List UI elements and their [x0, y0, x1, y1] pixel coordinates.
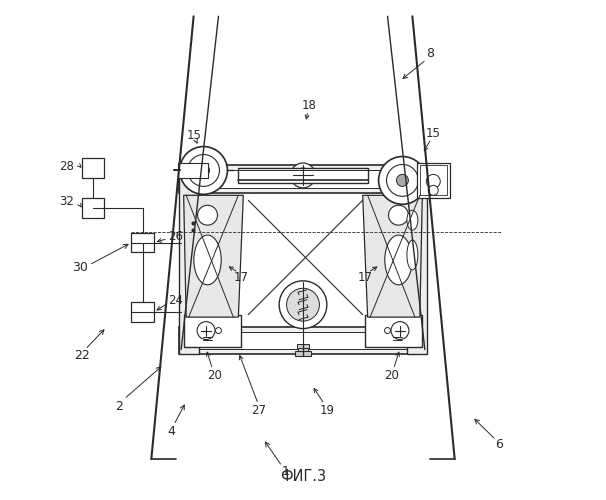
- Bar: [407, 166, 427, 354]
- Text: 24: 24: [168, 294, 183, 307]
- Text: 15: 15: [186, 129, 201, 142]
- Bar: [298, 348, 308, 352]
- Polygon shape: [362, 196, 422, 317]
- Bar: [178, 163, 207, 178]
- Text: 2: 2: [115, 400, 123, 413]
- Bar: [186, 170, 420, 188]
- Circle shape: [391, 322, 409, 340]
- Bar: [179, 166, 427, 193]
- Text: 15: 15: [426, 126, 441, 140]
- Bar: [179, 166, 199, 354]
- Text: 17: 17: [358, 271, 373, 284]
- Circle shape: [197, 322, 215, 340]
- Text: 8: 8: [426, 47, 434, 60]
- Ellipse shape: [194, 235, 221, 285]
- Circle shape: [287, 288, 319, 321]
- Circle shape: [279, 281, 327, 328]
- Ellipse shape: [198, 205, 218, 225]
- Circle shape: [198, 164, 210, 176]
- Text: 28: 28: [59, 160, 75, 173]
- Circle shape: [188, 154, 219, 186]
- Bar: [82, 198, 104, 218]
- Bar: [132, 232, 154, 252]
- Ellipse shape: [388, 205, 408, 225]
- Text: 6: 6: [496, 438, 504, 452]
- Ellipse shape: [407, 240, 418, 270]
- Text: 4: 4: [167, 425, 175, 438]
- Text: 32: 32: [59, 195, 75, 208]
- Bar: [296, 344, 310, 350]
- Text: 27: 27: [251, 404, 266, 416]
- Circle shape: [290, 163, 316, 188]
- Text: 30: 30: [72, 261, 88, 274]
- Text: 20: 20: [384, 369, 399, 382]
- Bar: [238, 168, 368, 183]
- Text: 22: 22: [74, 349, 90, 362]
- Text: 26: 26: [168, 230, 183, 242]
- Bar: [82, 158, 104, 178]
- Text: 1: 1: [282, 465, 290, 478]
- Bar: [132, 302, 154, 322]
- Circle shape: [379, 156, 426, 204]
- Text: 20: 20: [207, 369, 222, 382]
- Circle shape: [428, 186, 438, 196]
- Circle shape: [396, 174, 408, 186]
- Bar: [184, 314, 241, 347]
- Text: 19: 19: [319, 404, 335, 416]
- Text: ФИГ.3: ФИГ.3: [280, 468, 326, 483]
- Circle shape: [296, 168, 310, 183]
- Ellipse shape: [407, 210, 418, 230]
- Ellipse shape: [385, 235, 412, 285]
- Circle shape: [426, 174, 440, 188]
- Bar: [365, 314, 422, 347]
- Bar: [418, 163, 450, 198]
- Circle shape: [387, 164, 418, 196]
- Circle shape: [180, 146, 227, 194]
- Bar: [179, 327, 427, 354]
- Bar: [295, 352, 311, 356]
- Circle shape: [385, 328, 390, 334]
- Text: 17: 17: [234, 271, 249, 284]
- Bar: [420, 166, 447, 196]
- Circle shape: [216, 328, 221, 334]
- Bar: [186, 332, 420, 349]
- Text: 18: 18: [302, 100, 317, 112]
- Polygon shape: [184, 196, 244, 317]
